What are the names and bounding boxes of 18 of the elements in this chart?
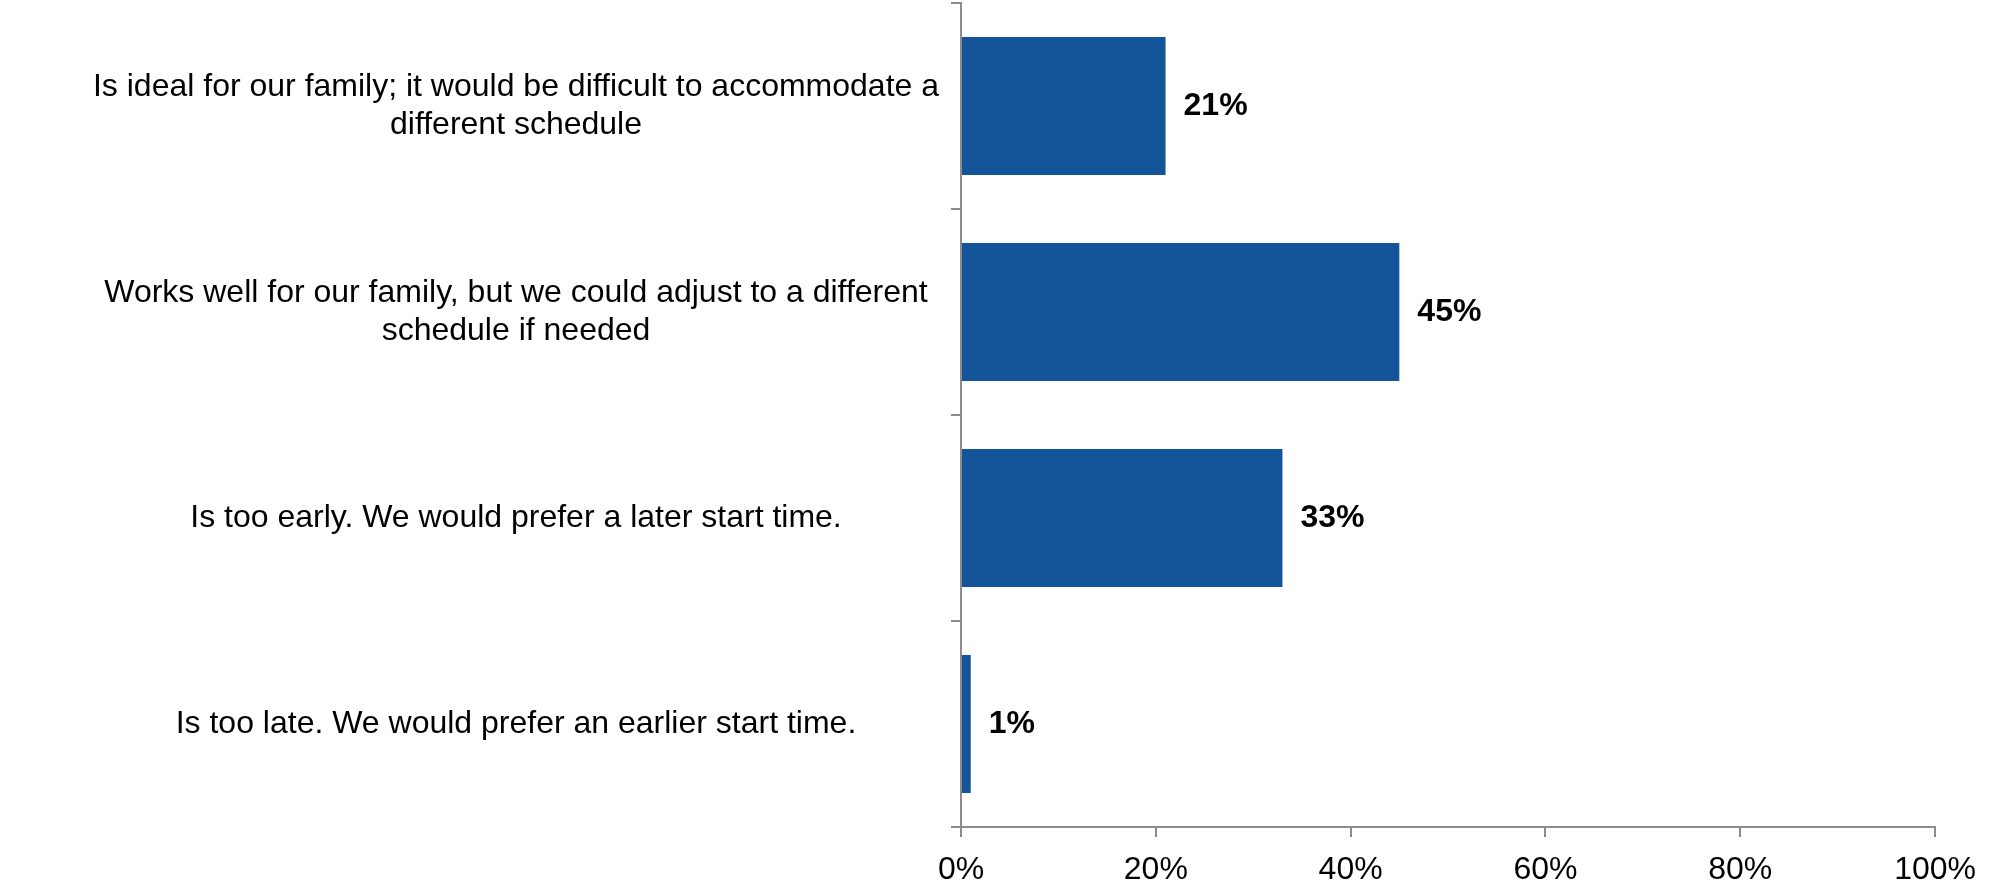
bar bbox=[962, 448, 1283, 588]
x-tick-label: 20% bbox=[1123, 850, 1188, 887]
x-tick-label: 40% bbox=[1318, 850, 1383, 887]
x-tick-label: 80% bbox=[1708, 850, 1773, 887]
x-tick-label: 0% bbox=[937, 850, 985, 887]
data-label: 45% bbox=[1417, 291, 1482, 328]
x-tick-label: 100% bbox=[1894, 850, 1976, 887]
x-tick-label: 60% bbox=[1513, 850, 1578, 887]
y-tick-label: Is too early. We would prefer a later start time. bbox=[190, 497, 842, 534]
y-tick-label: Works well for our family, but we could adjust to a different schedule if needed bbox=[104, 272, 928, 348]
data-label: 33% bbox=[1300, 497, 1365, 534]
data-label: 21% bbox=[1183, 85, 1248, 122]
y-tick-label: Is too late. We would prefer an earlier start time. bbox=[175, 703, 857, 740]
bar bbox=[962, 36, 1166, 176]
y-tick-label: Is ideal for our family; it would be difficult to accommodate a different schedule bbox=[92, 66, 940, 142]
bar bbox=[962, 242, 1400, 382]
bar bbox=[962, 654, 971, 794]
data-label: 1% bbox=[988, 703, 1035, 740]
